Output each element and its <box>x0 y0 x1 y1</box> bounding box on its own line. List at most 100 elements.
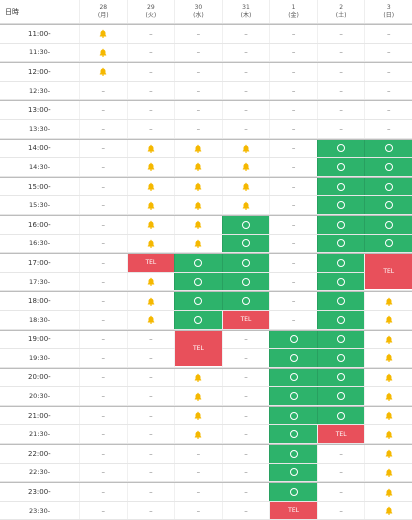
waitlist-slot[interactable] <box>364 483 412 501</box>
waitlist-slot[interactable] <box>221 196 270 214</box>
tel-slot[interactable]: TEL <box>221 310 270 329</box>
available-slot[interactable] <box>316 254 365 272</box>
waitlist-slot[interactable] <box>126 177 175 196</box>
tel-slot[interactable]: TEL <box>269 501 317 520</box>
unavailable-slot: – <box>78 387 127 405</box>
waitlist-slot[interactable] <box>174 139 222 158</box>
available-slot[interactable] <box>316 272 365 291</box>
waitlist-slot[interactable] <box>174 406 222 425</box>
waitlist-slot[interactable] <box>364 387 412 405</box>
waitlist-slot[interactable] <box>126 292 175 310</box>
available-slot[interactable] <box>364 196 412 214</box>
waitlist-slot[interactable] <box>174 196 222 214</box>
available-slot[interactable] <box>269 425 317 444</box>
available-slot[interactable] <box>316 139 365 158</box>
available-slot[interactable] <box>174 272 222 291</box>
available-slot[interactable] <box>364 158 412 176</box>
available-slot[interactable] <box>269 463 317 482</box>
tel-slot[interactable]: TEL <box>174 330 222 366</box>
unavailable-slot: – <box>316 119 365 138</box>
waitlist-slot[interactable] <box>126 272 175 291</box>
waitlist-slot[interactable] <box>221 177 270 196</box>
available-slot[interactable] <box>316 177 365 196</box>
waitlist-slot[interactable] <box>174 177 222 196</box>
available-slot[interactable] <box>221 272 270 291</box>
available-slot[interactable] <box>269 406 317 425</box>
waitlist-slot[interactable] <box>174 158 222 176</box>
available-slot[interactable] <box>174 310 222 329</box>
waitlist-slot[interactable] <box>221 139 270 158</box>
available-slot[interactable] <box>269 445 317 463</box>
available-slot[interactable] <box>221 292 270 310</box>
tel-slot[interactable]: TEL <box>126 254 175 272</box>
waitlist-slot[interactable] <box>78 25 127 43</box>
waitlist-slot[interactable] <box>364 292 412 310</box>
waitlist-slot[interactable] <box>364 368 412 387</box>
available-slot[interactable] <box>269 349 317 367</box>
available-slot[interactable] <box>316 349 365 367</box>
available-slot[interactable] <box>364 139 412 158</box>
dash-mark: – <box>196 67 201 76</box>
available-slot[interactable] <box>364 234 412 253</box>
waitlist-slot[interactable] <box>174 387 222 405</box>
bell-icon <box>147 162 155 172</box>
available-slot[interactable] <box>221 254 270 272</box>
time-row: 21:30- – – – TEL <box>0 425 412 445</box>
available-slot[interactable] <box>221 234 270 253</box>
waitlist-slot[interactable] <box>364 310 412 329</box>
time-row: 17:00- – TEL – TEL <box>0 253 412 290</box>
available-slot[interactable] <box>316 330 365 349</box>
circle-icon <box>289 353 298 362</box>
available-slot[interactable] <box>316 406 365 425</box>
dash-mark: – <box>101 488 106 497</box>
available-slot[interactable] <box>316 387 365 405</box>
available-slot[interactable] <box>364 177 412 196</box>
waitlist-slot[interactable] <box>364 445 412 463</box>
available-slot[interactable] <box>269 387 317 405</box>
waitlist-slot[interactable] <box>126 215 175 234</box>
waitlist-slot[interactable] <box>364 349 412 367</box>
waitlist-slot[interactable] <box>126 139 175 158</box>
waitlist-slot[interactable] <box>174 234 222 253</box>
waitlist-slot[interactable] <box>78 43 127 62</box>
available-slot[interactable] <box>174 292 222 310</box>
waitlist-slot[interactable] <box>78 63 127 81</box>
dash-mark: – <box>196 468 201 477</box>
dash-mark: – <box>149 106 153 115</box>
waitlist-slot[interactable] <box>174 215 222 234</box>
waitlist-slot[interactable] <box>364 463 412 482</box>
available-slot[interactable] <box>316 215 365 234</box>
dash-mark: – <box>386 48 391 57</box>
available-slot[interactable] <box>269 368 317 387</box>
available-slot[interactable] <box>316 368 365 387</box>
waitlist-slot[interactable] <box>364 406 412 425</box>
waitlist-slot[interactable] <box>126 158 175 176</box>
dash-mark: – <box>339 449 343 458</box>
dash-mark: – <box>291 86 296 95</box>
available-slot[interactable] <box>316 292 365 310</box>
available-slot[interactable] <box>364 215 412 234</box>
available-slot[interactable] <box>221 215 270 234</box>
waitlist-slot[interactable] <box>364 330 412 349</box>
waitlist-slot[interactable] <box>364 501 412 520</box>
circle-icon <box>242 258 250 267</box>
waitlist-slot[interactable] <box>174 368 222 387</box>
available-slot[interactable] <box>174 254 222 272</box>
waitlist-slot[interactable] <box>174 425 222 444</box>
waitlist-slot[interactable] <box>126 196 175 214</box>
unavailable-slot: – <box>316 101 365 119</box>
tel-slot[interactable]: TEL <box>364 254 412 290</box>
available-slot[interactable] <box>269 483 317 501</box>
tel-slot[interactable]: TEL <box>316 425 365 444</box>
waitlist-slot[interactable] <box>126 234 175 253</box>
waitlist-slot[interactable] <box>221 158 270 176</box>
available-slot[interactable] <box>316 196 365 214</box>
day-header: 31 (木) <box>221 0 270 23</box>
waitlist-slot[interactable] <box>126 310 175 329</box>
circle-icon <box>384 201 393 210</box>
available-slot[interactable] <box>316 310 365 329</box>
available-slot[interactable] <box>316 234 365 253</box>
available-slot[interactable] <box>269 330 317 349</box>
waitlist-slot[interactable] <box>364 425 412 444</box>
available-slot[interactable] <box>316 158 365 176</box>
